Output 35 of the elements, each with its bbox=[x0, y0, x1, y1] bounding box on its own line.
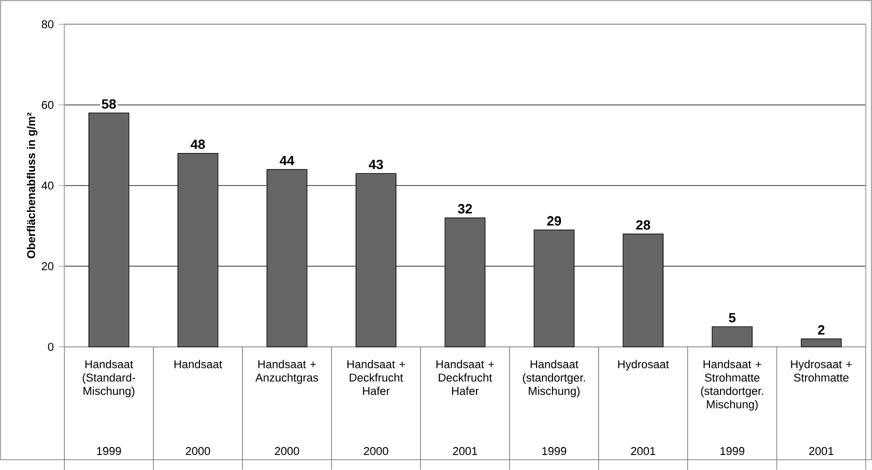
y-tick-label: 40 bbox=[42, 182, 54, 190]
text: 2000 bbox=[186, 446, 210, 456]
data-label: 28 bbox=[636, 220, 650, 230]
bar bbox=[800, 338, 842, 348]
data-label: 5 bbox=[728, 313, 736, 322]
text: 1999 bbox=[542, 446, 566, 456]
text: 2001 bbox=[809, 446, 834, 456]
y-tick-label: 80 bbox=[42, 20, 54, 28]
x-tick-label: Handsaat + Anzuchtgras bbox=[255, 360, 318, 384]
data-label: 32 bbox=[458, 204, 472, 214]
bar bbox=[712, 326, 753, 348]
data-label: 2 bbox=[818, 325, 824, 334]
y-tick-label: 60 bbox=[42, 100, 54, 109]
text: 2001 bbox=[452, 446, 478, 456]
x-tick-label: Handsaat + Deckfrucht Hafer bbox=[436, 360, 494, 395]
data-label: 29 bbox=[547, 216, 562, 226]
x-tick-label: Handsaat + Deckfrucht Hafer bbox=[347, 360, 405, 395]
x-tick-label: Hydrosaat bbox=[618, 360, 669, 370]
x-tick-label: Handsaat (standortger. Mischung) bbox=[522, 360, 585, 398]
x-tick-label: Handsaat + Strohmatte (standortger. Mischung) bbox=[701, 360, 764, 411]
text: 2001 bbox=[631, 446, 656, 456]
x-tick-label: Handsaat (Standard-Mischung) bbox=[82, 360, 136, 398]
y-tick-label: 20 bbox=[42, 262, 54, 270]
text: 2000 bbox=[364, 446, 388, 456]
text: 1999 bbox=[720, 446, 744, 456]
data-label: 43 bbox=[368, 160, 383, 170]
x-tick-label: Handsaat bbox=[174, 360, 222, 368]
data-label: 48 bbox=[190, 140, 205, 149]
data-label: 58 bbox=[102, 99, 116, 109]
y-axis-title: Oberflächenabfluss in g/m² bbox=[26, 112, 38, 258]
y-tick-label: 0 bbox=[48, 342, 54, 351]
x-tick-label: Hydrosaat + Strohmatte bbox=[791, 360, 852, 382]
text: 1999 bbox=[97, 446, 121, 456]
text: 2000 bbox=[274, 446, 300, 456]
data-label: 44 bbox=[280, 156, 294, 166]
